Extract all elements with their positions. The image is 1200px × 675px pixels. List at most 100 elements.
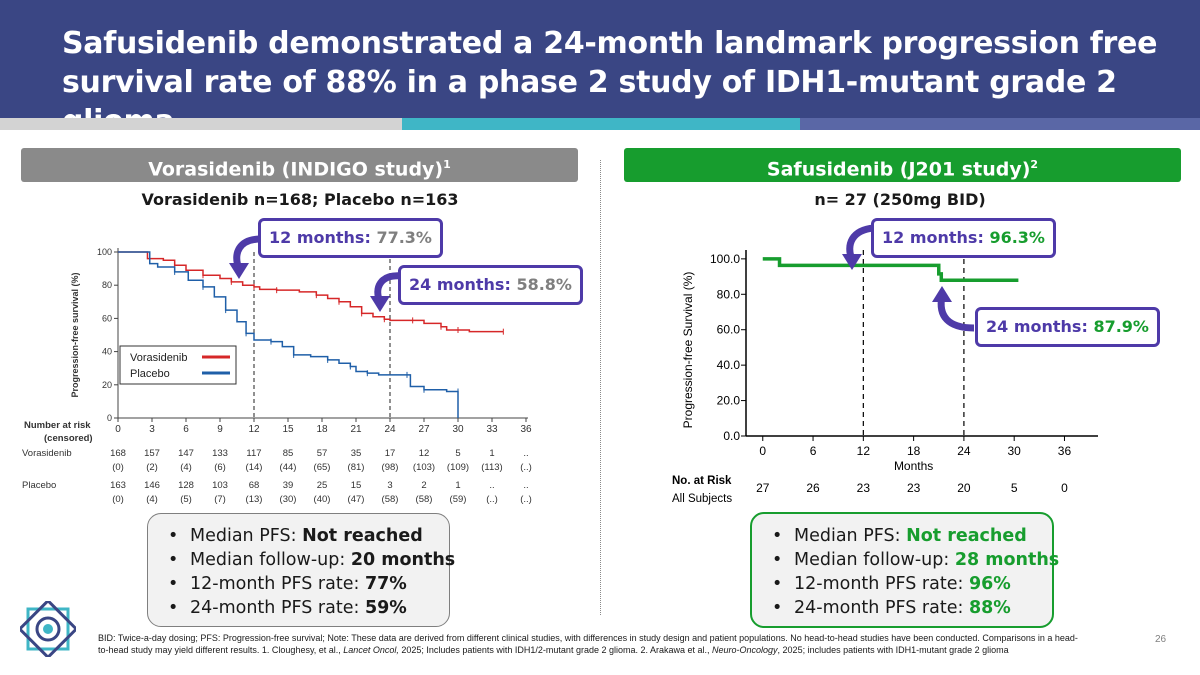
left-legend-box	[119, 345, 237, 385]
right-callout-12-value: 96.3%	[989, 228, 1045, 247]
safusidenib-curve	[762, 257, 1019, 283]
left-y-tick-label: 100	[97, 247, 112, 257]
left-risk-censored: (81)	[348, 462, 365, 473]
right-y-tick-label: 60.0	[717, 323, 741, 337]
right-summary-box: Median PFS: Not reached Median follow-up…	[750, 512, 1059, 628]
left-risk-value: 117	[246, 448, 261, 459]
right-risk-table-label: No. at Risk	[672, 475, 732, 487]
left-x-tick-label: 9	[217, 424, 223, 435]
left-x-tick-label: 36	[520, 424, 532, 435]
left-y-tick-label: 0	[107, 413, 112, 423]
left-risk-censored: (0)	[112, 462, 124, 473]
right-risk-value: 23	[907, 481, 921, 495]
left-y-tick-label: 60	[102, 313, 112, 323]
left-x-tick-label: 6	[183, 424, 189, 435]
left-risk-row-label: Placebo	[22, 480, 56, 491]
right-risk-value: 5	[1011, 481, 1018, 495]
right-x-tick-label: 6	[810, 444, 817, 458]
left-risk-censored: (6)	[214, 462, 226, 473]
panel-divider	[600, 160, 601, 615]
left-x-tick-label: 18	[316, 424, 328, 435]
right-risk-value: 20	[957, 481, 971, 495]
left-risk-censored: (47)	[348, 494, 365, 505]
left-risk-value: 25	[317, 480, 328, 491]
left-risk-value: 2	[421, 480, 426, 491]
right-x-tick-label: 36	[1058, 444, 1072, 458]
right-y-tick-label: 0.0	[723, 429, 740, 443]
right-bullet-24-month-rate: 24-month PFS rate: 88%	[768, 596, 1036, 620]
right-callout-12-months: 12 months: 96.3%	[871, 218, 1056, 258]
left-risk-value: 5	[455, 448, 460, 459]
left-x-tick-label: 3	[149, 424, 155, 435]
right-y-axis-label: Progression-free Survival (%)	[681, 272, 695, 429]
left-panel-title: Vorasidenib (INDIGO study)1	[21, 148, 578, 182]
left-bullet-median-pfs: Median PFS: Not reached	[164, 524, 433, 548]
left-y-tick-label: 40	[102, 347, 112, 357]
left-y-tick-label: 20	[102, 380, 112, 390]
left-legend-label: Placebo	[130, 368, 170, 380]
left-risk-value: 147	[178, 448, 194, 459]
left-callout-24-label: 24 months:	[409, 275, 511, 294]
left-risk-censored: (..)	[520, 494, 532, 505]
left-bullet-24-month-rate: 24-month PFS rate: 59%	[164, 596, 433, 620]
left-risk-value: 128	[178, 480, 194, 491]
left-risk-censored: (98)	[382, 462, 399, 473]
left-risk-row-label: Vorasidenib	[22, 448, 72, 459]
left-risk-value: 103	[212, 480, 228, 491]
right-callout-24-months: 24 months: 87.9%	[975, 307, 1160, 347]
right-y-tick-label: 100.0	[710, 252, 740, 266]
right-x-tick-label: 30	[1008, 444, 1022, 458]
right-callout-24-arrow	[932, 286, 975, 332]
right-callout-12-arrow	[842, 224, 875, 270]
left-risk-censored: (0)	[112, 494, 124, 505]
safusidenib-km-chart: 0.0 20.0 40.0 60.0 80.0 100.0 0 6 12 18 24 30 36 Mont…	[672, 250, 1098, 505]
left-y-tick-label: 80	[102, 280, 112, 290]
left-risk-value: 133	[212, 448, 228, 459]
left-risk-censored: (14)	[246, 462, 263, 473]
left-risk-censored: (2)	[146, 462, 158, 473]
left-risk-value: ..	[523, 448, 528, 459]
left-risk-censored: (58)	[382, 494, 399, 505]
left-callout-24-arrow	[370, 272, 403, 312]
accent-stripe-teal	[402, 118, 800, 130]
left-risk-value: 3	[387, 480, 392, 491]
left-risk-value: 35	[351, 448, 362, 459]
slide-title: Safusidenib demonstrated a 24-month land…	[62, 26, 1158, 139]
right-bullet-median-followup: Median follow-up: 28 months	[768, 548, 1059, 572]
left-risk-value: 68	[249, 480, 260, 491]
left-risk-value: 17	[385, 448, 396, 459]
right-callout-24-label: 24 months:	[986, 317, 1088, 336]
right-callout-24-value: 87.9%	[1093, 317, 1149, 336]
left-summary-box: Median PFS: Not reached Median follow-up…	[147, 513, 455, 627]
left-panel-title-sup: 1	[443, 158, 451, 171]
left-risk-censored: (109)	[447, 462, 469, 473]
left-x-tick-label: 27	[418, 424, 430, 435]
right-risk-value: 0	[1061, 481, 1068, 495]
left-callout-12-arrow	[229, 235, 262, 279]
left-x-tick-label: 33	[486, 424, 498, 435]
right-panel-title-sup: 2	[1030, 158, 1039, 171]
left-risk-value: 12	[419, 448, 430, 459]
left-risk-censored: (103)	[413, 462, 435, 473]
left-risk-censored: (13)	[246, 494, 263, 505]
left-risk-censored: (59)	[450, 494, 467, 505]
right-bullet-median-pfs: Median PFS: Not reached	[768, 524, 1036, 548]
left-callout-12-value: 77.3%	[376, 228, 432, 247]
left-risk-value: 39	[283, 480, 294, 491]
left-callout-24-value: 58.8%	[516, 275, 572, 294]
left-x-tick-label: 0	[115, 424, 121, 435]
placebo-curve	[118, 251, 459, 418]
right-y-tick-label: 80.0	[717, 287, 741, 301]
right-risk-row-label: All Subjects	[672, 493, 732, 505]
right-x-tick-label: 18	[907, 444, 921, 458]
left-risk-value: 163	[110, 480, 126, 491]
right-risk-value: 23	[857, 481, 871, 495]
left-risk-value: ..	[489, 480, 494, 491]
right-y-tick-label: 20.0	[717, 394, 741, 408]
left-risk-censored: (58)	[416, 494, 433, 505]
left-risk-censored: (44)	[280, 462, 297, 473]
right-x-tick-label: 0	[759, 444, 766, 458]
right-panel-title: Safusidenib (J201 study)2	[624, 148, 1181, 182]
accent-stripe-blue	[800, 118, 1200, 130]
